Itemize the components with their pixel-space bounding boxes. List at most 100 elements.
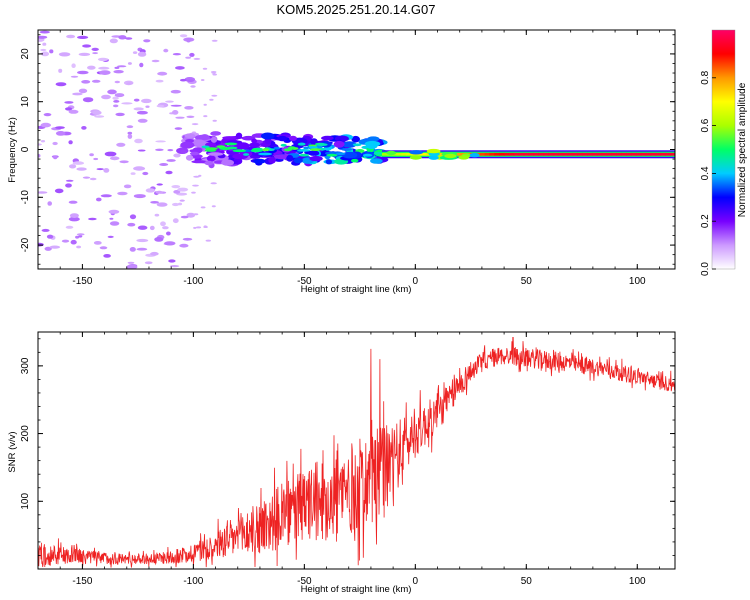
noise-speck [97,57,109,62]
signal-patch [185,154,194,161]
noise-speck [129,214,137,220]
noise-speck [38,143,42,146]
noise-speck [173,153,181,158]
signal-core [303,146,310,150]
signal-core [205,147,218,151]
noise-speck [66,34,76,39]
signal-patch [268,156,276,164]
noise-speck [96,168,104,171]
noise-speck [203,103,207,106]
noise-speck [69,213,79,219]
noise-speck [127,134,133,139]
noise-speck [70,75,79,78]
noise-speck [162,226,169,230]
carrier-patch [409,150,424,155]
noise-speck [156,104,165,108]
noise-speck [70,239,77,245]
x-tick-label: 0 [413,276,419,287]
signal-patch [210,136,218,143]
noise-speck [211,94,218,97]
carrier-segment [635,152,642,156]
colorbar-ticks: 0.0 0.2 0.4 0.6 0.8 [700,70,716,276]
noise-speck [192,184,199,187]
noise-speck [170,104,182,107]
signal-core [299,153,310,157]
colorbar-gradient [711,29,736,270]
noise-speck [40,122,51,128]
noise-speck [76,245,81,249]
noise-speck [137,225,148,230]
noise-speck [112,96,119,100]
carrier-segment [660,152,666,156]
y-tick-label: -20 [20,237,31,252]
noise-speck [144,261,153,265]
noise-speck [82,97,94,103]
carrier-segment [596,152,603,156]
noise-speck [109,217,114,220]
noise-speck [126,264,138,269]
carrier-segment [645,152,652,156]
signal-patch [289,135,297,141]
signal-core [243,153,250,156]
noise-speck [202,67,208,70]
signal-patch [180,149,187,154]
x-tick-label: 50 [521,576,533,587]
noise-speck [76,167,87,171]
signal-patch [342,151,358,159]
signal-core [261,148,270,152]
noise-speck [42,42,47,46]
noise-speck [69,164,77,169]
noise-speck [71,63,76,68]
noise-speck [49,245,61,249]
signal-patch [321,135,334,141]
signal-patch [184,133,196,138]
carrier-segment [562,152,569,156]
carrier-segment [504,152,510,156]
carrier-segment [670,152,675,156]
x-tick-label: -100 [183,276,203,287]
noise-speck [81,80,91,84]
noise-speck [65,179,74,182]
noise-speck [143,39,151,43]
noise-speck [92,110,102,115]
noise-speck [114,93,125,98]
noise-speck [137,149,146,152]
carrier-segment [484,152,491,156]
carrier-segment [626,152,632,156]
signal-patch [236,142,250,150]
noise-speck [179,34,188,38]
noise-speck [172,218,179,224]
signal-core [316,143,328,147]
signal-patch [325,159,333,165]
noise-speck [211,205,216,208]
noise-speck [98,66,110,70]
noise-speck [137,51,147,57]
carrier-patch [444,153,457,159]
carrier-segment [509,152,515,156]
signal-core [287,146,296,150]
noise-speck [136,238,149,243]
noise-speck [94,115,105,118]
noise-speck [132,51,138,54]
noise-speck [91,79,101,83]
noise-speck [78,235,83,238]
noise-speck [154,213,160,217]
noise-speck [115,112,125,117]
x-tick-label: -150 [72,576,92,587]
noise-speck [125,37,133,40]
noise-speck [193,175,200,178]
noise-speck [168,259,176,263]
noise-speck [200,206,206,209]
noise-speck [101,94,111,100]
signal-patch [367,136,380,142]
carrier-patch [386,150,397,156]
noise-speck [184,106,194,110]
noise-speck [40,48,47,52]
signal-patch [261,132,275,140]
noise-speck [195,226,202,229]
noise-speck [141,98,152,104]
noise-speck [96,197,102,202]
carrier-segment [455,152,461,156]
carrier-segment [552,152,559,156]
